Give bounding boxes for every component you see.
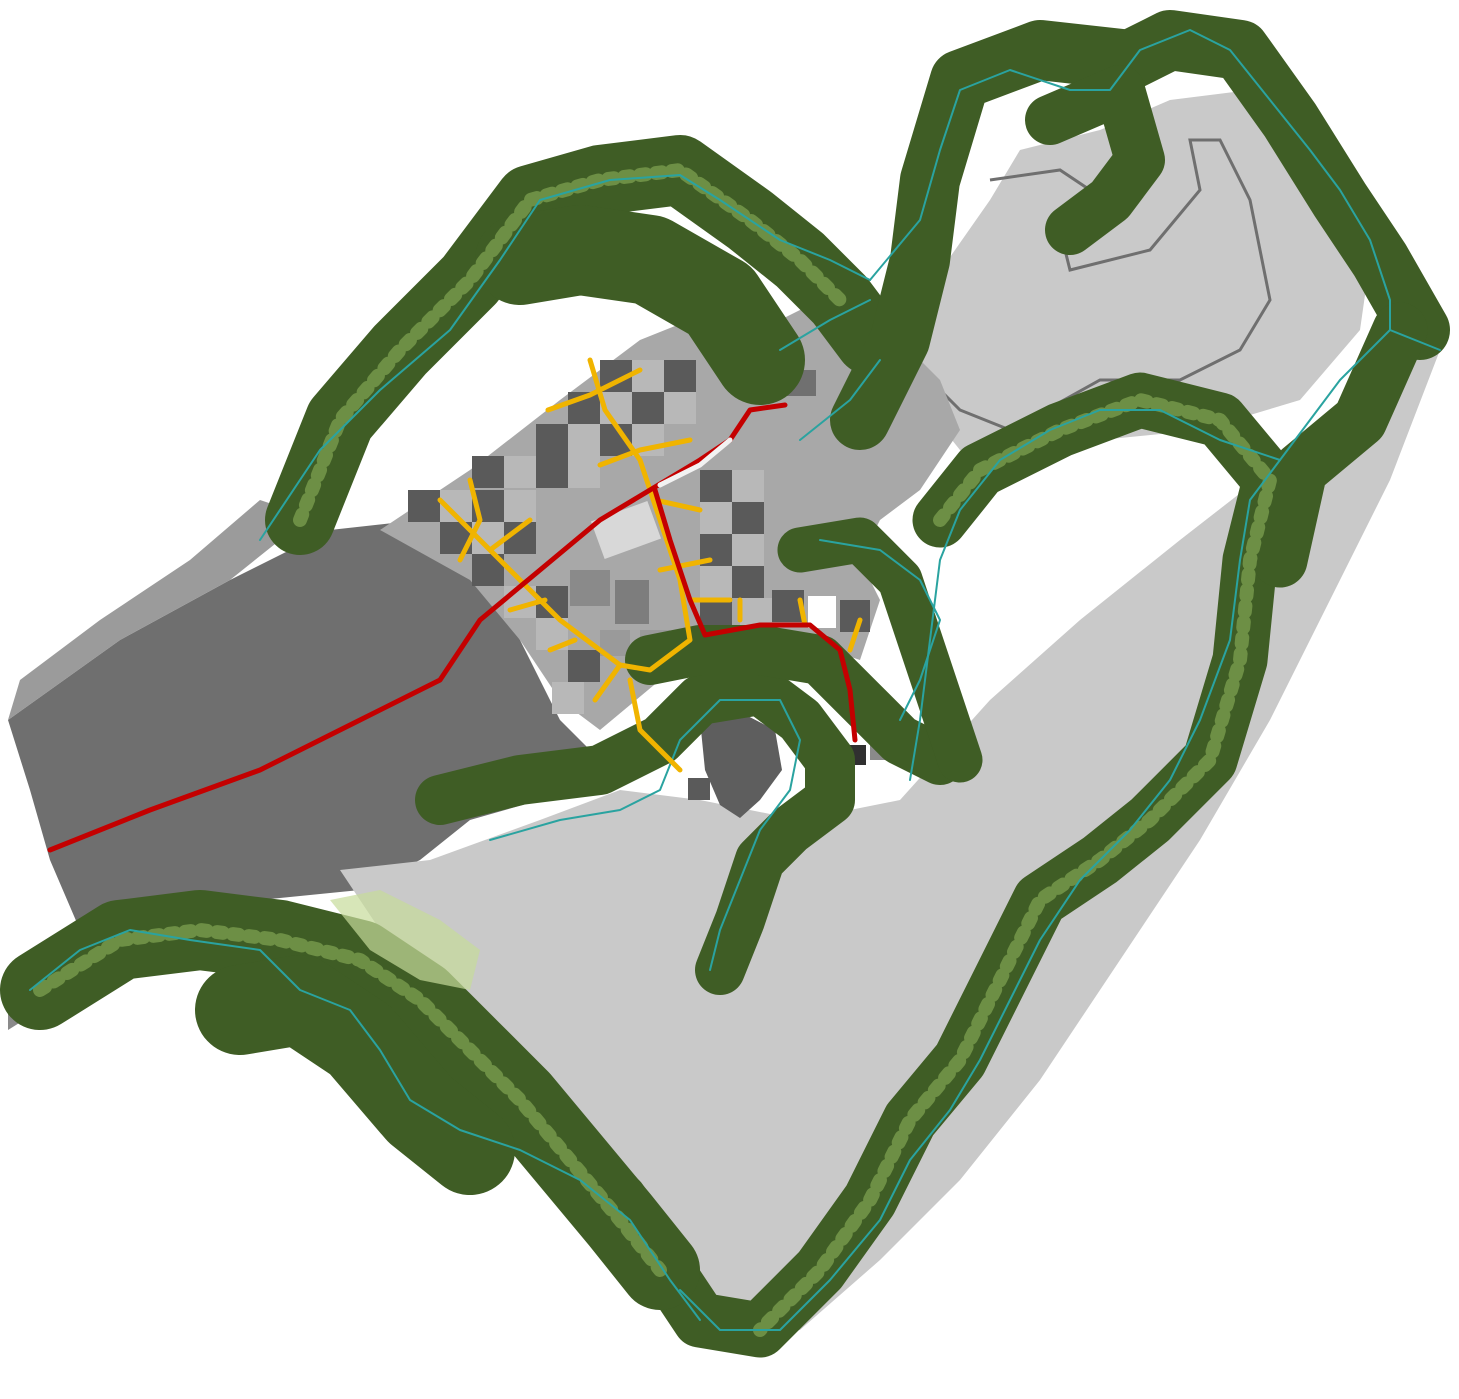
western-slope-edge	[8, 500, 320, 720]
plot	[732, 470, 764, 502]
plot	[840, 600, 870, 632]
forest-north-overlay	[293, 163, 847, 527]
plot	[732, 534, 764, 566]
building	[688, 778, 710, 800]
stream-quarry-inlet	[779, 299, 881, 441]
forest-south-west-lobe	[195, 955, 515, 1195]
meadow	[330, 890, 480, 990]
forest-east-central	[777, 517, 983, 783]
quarry-basin	[920, 90, 1370, 460]
stream-northeast	[869, 29, 1441, 351]
forest-pond-ring	[415, 665, 855, 995]
stream-inner-east	[909, 409, 1281, 781]
plot	[732, 502, 764, 534]
plot	[552, 682, 584, 714]
forest-north-inner	[475, 205, 805, 405]
village-plots	[408, 360, 870, 714]
plot	[568, 424, 600, 456]
plot	[808, 596, 836, 628]
plot	[664, 392, 696, 424]
forest-northeast	[830, 10, 1450, 450]
plot	[700, 598, 732, 630]
forest-east-edge	[1252, 302, 1428, 588]
plot	[568, 650, 600, 682]
stream-pond	[489, 699, 801, 971]
plot	[504, 490, 536, 522]
plot	[664, 360, 696, 392]
stream-east	[679, 329, 1391, 1331]
central-pond	[700, 712, 782, 818]
stream-village-east	[819, 539, 941, 721]
white-path	[657, 437, 733, 488]
plot	[700, 566, 732, 598]
plot	[632, 360, 664, 392]
forest-village-south	[625, 625, 965, 785]
secondary-lanes	[437, 357, 863, 773]
building	[615, 580, 649, 624]
plot	[568, 456, 600, 488]
plot	[700, 470, 732, 502]
roads	[47, 357, 863, 853]
stream-north	[259, 174, 871, 541]
forest-quarry-spur	[1025, 65, 1165, 255]
western-slope	[8, 520, 600, 930]
plot	[700, 502, 732, 534]
building	[570, 570, 610, 606]
stream-southwest	[29, 929, 701, 1321]
plot	[536, 424, 568, 456]
plot	[732, 566, 764, 598]
forest-east-overlay	[753, 393, 1277, 1337]
plot	[408, 490, 440, 522]
plot	[632, 392, 664, 424]
plot	[472, 456, 504, 488]
plot	[504, 456, 536, 488]
streams	[29, 29, 1441, 1331]
forest-belts	[0, 10, 1450, 1358]
southern-basin	[340, 350, 1440, 1340]
plot	[536, 456, 568, 488]
forest-south-overlay	[33, 923, 667, 1277]
